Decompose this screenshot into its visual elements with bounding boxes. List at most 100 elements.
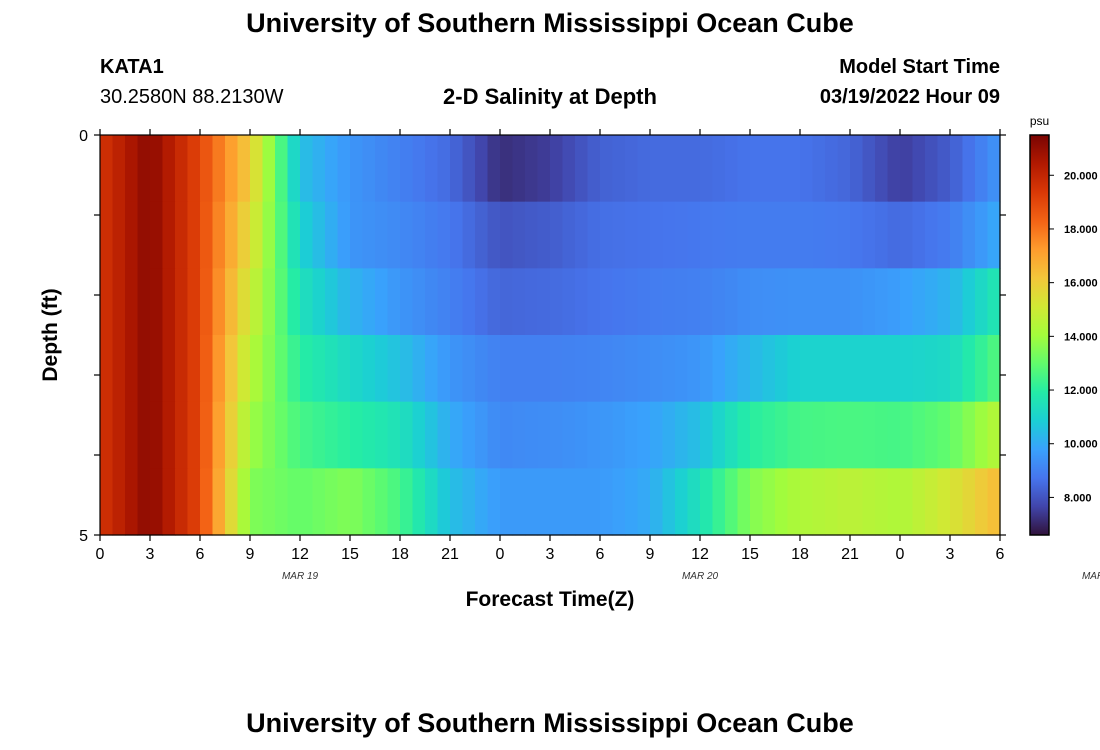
x-tick-label: 9	[246, 546, 255, 563]
heatmap-cell	[737, 335, 751, 403]
heatmap-cell	[637, 335, 651, 403]
heatmap-cell	[900, 135, 914, 203]
heatmap-cell	[325, 401, 339, 469]
heatmap-cell	[287, 468, 301, 536]
heatmap-cell	[987, 468, 1001, 536]
heatmap-cell	[675, 135, 689, 203]
footer-title: University of Southern Mississippi Ocean…	[246, 708, 854, 738]
heatmap-cell	[425, 268, 439, 336]
heatmap-cell	[512, 268, 526, 336]
heatmap-cell	[500, 201, 514, 269]
heatmap-cell	[512, 135, 526, 203]
heatmap-cell	[200, 135, 214, 203]
heatmap-cell	[212, 401, 226, 469]
heatmap-cell	[275, 335, 289, 403]
heatmap-cell	[737, 201, 751, 269]
heatmap-cell	[137, 401, 151, 469]
x-tick-label: 18	[791, 546, 809, 563]
heatmap-cell	[987, 268, 1001, 336]
heatmap-cell	[262, 468, 276, 536]
heatmap-cell	[137, 201, 151, 269]
heatmap-cell	[325, 335, 339, 403]
heatmap-cell	[962, 335, 976, 403]
x-tick-label: 0	[496, 546, 505, 563]
heatmap-cell	[712, 335, 726, 403]
heatmap-cell	[975, 468, 989, 536]
heatmap-cell	[862, 268, 876, 336]
heatmap-cell	[575, 201, 589, 269]
heatmap-cell	[937, 401, 951, 469]
heatmap-cell	[925, 268, 939, 336]
heatmap-cell	[200, 335, 214, 403]
heatmap-cell	[312, 201, 326, 269]
heatmap-cell	[237, 335, 251, 403]
heatmap-cell	[775, 401, 789, 469]
heatmap-cell	[962, 135, 976, 203]
x-axis: 0 3 6 9 12 15 18 21 0 3 6 9 12 15 18 21 0 3 6 MAR 19 MAR 20 M…	[96, 129, 1100, 582]
heatmap-cell	[975, 268, 989, 336]
heatmap-cell	[312, 401, 326, 469]
heatmap-cell	[475, 335, 489, 403]
y-axis-label: Depth (ft)	[39, 288, 62, 381]
heatmap-cell	[175, 201, 189, 269]
heatmap-cell	[537, 268, 551, 336]
heatmap-cell	[587, 401, 601, 469]
x-tick-label: 3	[546, 546, 555, 563]
heatmap-cell	[637, 135, 651, 203]
heatmap-cell	[725, 268, 739, 336]
y-axis: 05	[79, 128, 1006, 545]
heatmap-cell	[612, 201, 626, 269]
heatmap-cell	[450, 135, 464, 203]
heatmap-cell	[425, 468, 439, 536]
heatmap-cell	[725, 201, 739, 269]
heatmap-cell	[425, 401, 439, 469]
heatmap-cell	[850, 201, 864, 269]
heatmap-cell	[875, 335, 889, 403]
heatmap-cell	[350, 268, 364, 336]
heatmap-cell	[537, 201, 551, 269]
heatmap-cell	[850, 268, 864, 336]
heatmap-cell	[812, 135, 826, 203]
x-tick-label: 6	[596, 546, 605, 563]
heatmap-cell	[612, 135, 626, 203]
colorbar-tick-label: 8.000	[1064, 492, 1092, 504]
heatmap-cell	[187, 268, 201, 336]
heatmap-cell	[787, 201, 801, 269]
heatmap-cell	[462, 268, 476, 336]
heatmap-cell	[262, 401, 276, 469]
heatmap-cell	[150, 135, 164, 203]
heatmap-cell	[262, 268, 276, 336]
colorbar-tick-label: 12.000	[1064, 385, 1098, 397]
heatmap-cell	[112, 201, 126, 269]
heatmap-cell	[412, 135, 426, 203]
heatmap-cell	[525, 401, 539, 469]
heatmap-cell	[550, 401, 564, 469]
heatmap-cell	[625, 135, 639, 203]
heatmap-cell	[150, 401, 164, 469]
heatmap-cell	[537, 468, 551, 536]
heatmap-cell	[650, 468, 664, 536]
heatmap-cell	[475, 468, 489, 536]
heatmap-cell	[150, 268, 164, 336]
heatmap-cell	[637, 201, 651, 269]
heatmap-cell	[175, 468, 189, 536]
heatmap-cell	[912, 401, 926, 469]
heatmap-cell	[987, 335, 1001, 403]
heatmap-cell	[937, 201, 951, 269]
heatmap-cell	[912, 268, 926, 336]
heatmap-cell	[437, 335, 451, 403]
model-start-label: Model Start Time	[839, 56, 1000, 78]
x-tick-label: 3	[946, 546, 955, 563]
heatmap-cell	[800, 201, 814, 269]
heatmap-cell	[775, 201, 789, 269]
heatmap-cell	[537, 135, 551, 203]
heatmap-cell	[512, 468, 526, 536]
heatmap-cell	[875, 401, 889, 469]
heatmap-cell	[925, 335, 939, 403]
heatmap-cell	[850, 335, 864, 403]
heatmap-cell	[925, 401, 939, 469]
heatmap-cell	[787, 268, 801, 336]
heatmap-cell	[825, 401, 839, 469]
heatmap-cell	[625, 335, 639, 403]
heatmap-cell	[650, 335, 664, 403]
